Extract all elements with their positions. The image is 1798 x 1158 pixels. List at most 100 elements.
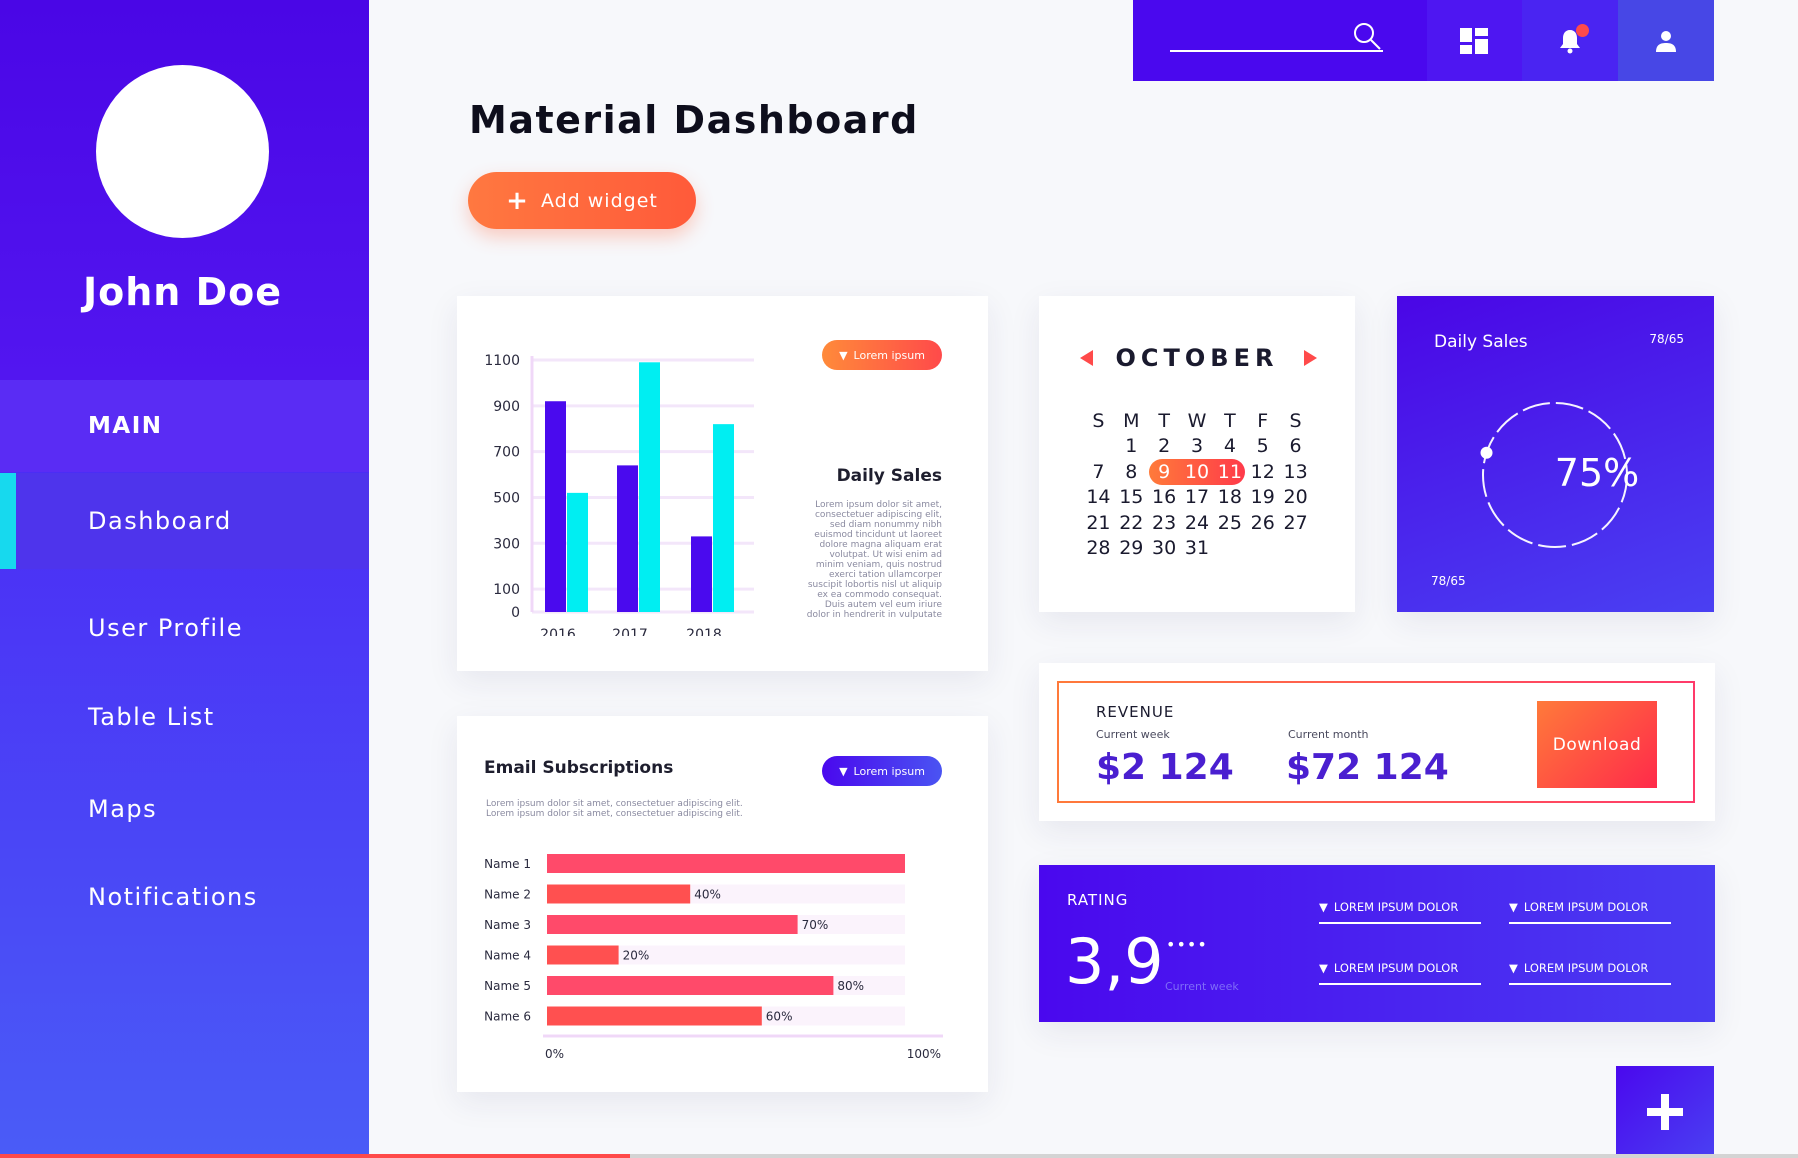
category-label: Name 6 [484, 1010, 531, 1024]
rating-current-week: Current week [1165, 980, 1239, 993]
calendar-day[interactable]: 4 [1223, 435, 1236, 458]
calendar-day[interactable]: 3 [1190, 435, 1204, 458]
sidebar-item-notifications[interactable]: Notifications [88, 883, 258, 911]
rating-select-1[interactable]: ▼ LOREM IPSUM DOLOR [1319, 900, 1481, 924]
x-tick-label: 0% [545, 1047, 564, 1061]
x-tick-label: 2016 [540, 627, 576, 636]
top-bar [1133, 0, 1714, 81]
calendar-month: OCTOBER [1115, 344, 1279, 372]
user-name: John Doe [82, 270, 282, 314]
calendar-day[interactable]: 8 [1125, 460, 1138, 483]
lorem-dropdown-pill[interactable]: ▼ Lorem ipsum [822, 340, 942, 370]
triangle-down-icon: ▼ [1319, 961, 1328, 975]
rating-select-4[interactable]: ▼ LOREM IPSUM DOLOR [1509, 961, 1671, 985]
triangle-down-icon: ▼ [1509, 900, 1518, 914]
sidebar-item-dashboard[interactable]: Dashboard [0, 473, 369, 569]
notification-badge [1576, 24, 1590, 37]
x-tick-label: 2017 [612, 627, 648, 636]
current-month-value: $72 124 [1286, 747, 1449, 788]
category-label: Name 2 [484, 888, 531, 902]
bar-name-3 [547, 915, 798, 934]
user-icon [1656, 30, 1677, 52]
calendar-day[interactable]: 15 [1119, 486, 1144, 509]
revenue-card: REVENUE Current week $2 124 Current mont… [1039, 663, 1715, 821]
next-month-arrow-icon[interactable] [1304, 350, 1317, 366]
calendar-day[interactable]: 10 [1184, 460, 1210, 483]
weekday-label: F [1257, 409, 1269, 432]
download-button[interactable]: Download [1537, 701, 1657, 788]
email-subscriptions-bar-chart: Name 1 Name 2 40% Name 3 70% Name 4 20% Name 5 8… [484, 854, 943, 1061]
sidebar-item-maps[interactable]: Maps [88, 795, 158, 823]
gauge-percent: 75% [1554, 451, 1640, 495]
weekday-label: W [1187, 409, 1207, 432]
calendar-day[interactable]: 12 [1250, 460, 1275, 483]
weekday-label: S [1092, 409, 1105, 432]
calendar-day[interactable]: 9 [1158, 460, 1171, 483]
calendar-week: 7 8 9 10 11 12 13 [1082, 459, 1312, 485]
calendar-day[interactable]: 24 [1184, 511, 1210, 534]
calendar-day[interactable]: 20 [1283, 486, 1308, 509]
calendar-day[interactable]: 25 [1217, 511, 1242, 534]
daily-sales-gauge-card: Daily Sales 78/65 78/65 75% [1397, 296, 1714, 612]
calendar-day[interactable]: 29 [1119, 537, 1144, 560]
bar-2018-s2 [713, 424, 734, 612]
calendar-day[interactable]: 13 [1283, 460, 1308, 483]
search-box[interactable] [1133, 0, 1427, 81]
pill-label: Lorem ipsum [853, 764, 925, 778]
plus-icon: + [506, 185, 529, 216]
calendar-day[interactable]: 23 [1152, 511, 1177, 534]
lorem-dropdown-pill[interactable]: ▼ Lorem ipsum [822, 756, 942, 786]
calendar-day[interactable]: 30 [1152, 537, 1177, 560]
rating-select-2[interactable]: ▼ LOREM IPSUM DOLOR [1509, 900, 1671, 924]
select-label: LOREM IPSUM DOLOR [1333, 961, 1459, 975]
bottom-scrollbar[interactable] [0, 1154, 1798, 1158]
calendar-day[interactable]: 16 [1152, 486, 1177, 509]
x-tick-label: 100% [907, 1047, 941, 1061]
notifications-button[interactable] [1522, 0, 1619, 81]
avatar[interactable] [96, 65, 269, 238]
category-label: Name 4 [484, 949, 531, 963]
calendar-day[interactable]: 28 [1086, 537, 1111, 560]
bar-name-1 [547, 854, 905, 873]
user-button[interactable] [1618, 0, 1714, 81]
prev-month-arrow-icon[interactable] [1080, 350, 1093, 366]
dashboard-button[interactable] [1426, 0, 1523, 81]
bell-icon [1560, 29, 1581, 53]
bar-name-2 [547, 884, 691, 904]
calendar-grid: S M T W T F S 1 2 3 4 5 6 7 8 9 10 11 12 13 14 15 16 17 18 19 20 21… [1082, 408, 1312, 561]
pill-label: Lorem ipsum [853, 348, 925, 362]
calendar-day[interactable]: 18 [1217, 486, 1242, 509]
calendar-day[interactable]: 26 [1250, 511, 1275, 534]
sidebar-item-user-profile[interactable]: User Profile [88, 614, 243, 642]
select-label: LOREM IPSUM DOLOR [1523, 961, 1649, 975]
gauge-ring [1480, 402, 1628, 548]
calendar-week: 21 22 23 24 25 26 27 [1082, 510, 1312, 536]
calendar-day[interactable]: 11 [1217, 460, 1242, 483]
calendar-day[interactable]: 7 [1092, 460, 1105, 483]
add-fab-button[interactable] [1616, 1066, 1714, 1158]
search-icon[interactable] [1351, 20, 1383, 52]
bar-2016-s2 [567, 492, 588, 612]
calendar-day[interactable]: 17 [1184, 486, 1210, 509]
calendar-day[interactable]: 31 [1184, 537, 1210, 560]
gauge-knob [1480, 446, 1493, 459]
calendar-day[interactable]: 1 [1125, 435, 1138, 458]
rating-select-3[interactable]: ▼ LOREM IPSUM DOLOR [1319, 961, 1481, 985]
calendar-day[interactable]: 14 [1086, 486, 1111, 509]
calendar-day[interactable]: 22 [1119, 511, 1144, 534]
value-label: 40% [694, 888, 721, 902]
sidebar-item-table-list[interactable]: Table List [88, 703, 215, 731]
search-input[interactable] [1170, 50, 1383, 52]
add-widget-label: Add widget [540, 189, 658, 212]
current-month-label: Current month [1288, 728, 1369, 741]
bar-track [547, 945, 905, 965]
calendar-day[interactable]: 2 [1158, 435, 1171, 458]
calendar-day[interactable]: 21 [1086, 511, 1111, 534]
calendar-day[interactable]: 5 [1256, 435, 1269, 458]
y-tick-label: 0 [511, 605, 520, 621]
calendar-day[interactable]: 27 [1283, 511, 1308, 534]
y-tick-label: 900 [493, 399, 520, 415]
calendar-day[interactable]: 6 [1289, 435, 1302, 458]
calendar-day[interactable]: 19 [1250, 486, 1275, 509]
add-widget-button[interactable]: + Add widget [468, 172, 696, 229]
